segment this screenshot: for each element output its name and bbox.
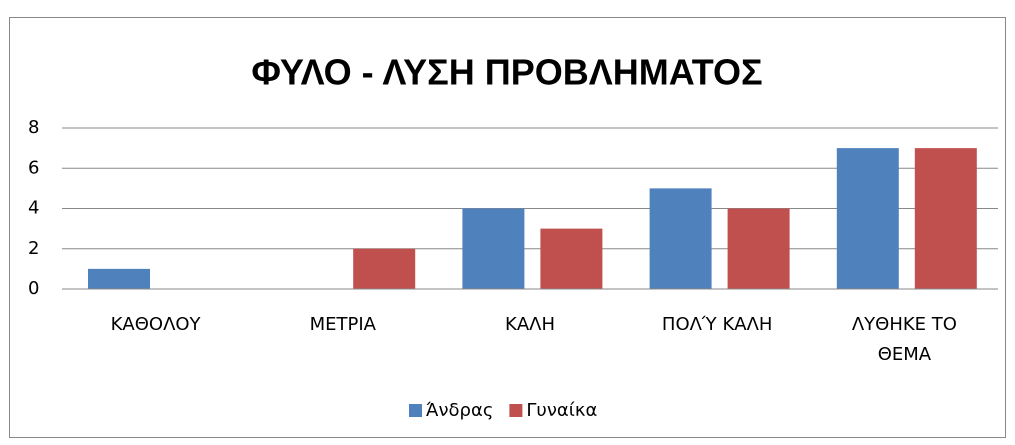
bar bbox=[836, 148, 899, 289]
bar bbox=[353, 248, 416, 289]
legend-swatch bbox=[409, 404, 422, 417]
y-tick-label: 4 bbox=[28, 198, 39, 219]
x-tick-label: ΜΕΤΡΙΑ bbox=[310, 314, 377, 335]
bar bbox=[914, 148, 977, 289]
x-tick-label: ΚΑΛΗ bbox=[505, 314, 555, 335]
y-tick-label: 0 bbox=[28, 278, 39, 299]
legend-label: Άνδρας bbox=[426, 400, 493, 421]
x-tick-label: ΚΑΘΟΛΟΥ bbox=[111, 314, 202, 335]
bar bbox=[649, 188, 712, 289]
chart-title: ΦΥΛΟ - ΛΥΣΗ ΠΡΟΒΛΗΜΑΤΟΣ bbox=[251, 52, 762, 93]
y-tick-label: 6 bbox=[28, 157, 39, 178]
bar bbox=[88, 268, 150, 289]
x-tick-label: ΛΥΘΗΚΕ ΤΟ ΘΕΜΑ bbox=[852, 314, 957, 365]
legend-swatch bbox=[509, 404, 523, 417]
bar bbox=[540, 228, 603, 289]
legend-label: Γυναίκα bbox=[526, 400, 597, 421]
y-tick-label: 8 bbox=[28, 117, 39, 138]
x-tick-label: ΠΟΛΎ ΚΑΛΗ bbox=[662, 314, 773, 335]
bar bbox=[727, 208, 790, 289]
bar bbox=[462, 208, 525, 289]
y-tick-label: 2 bbox=[28, 238, 39, 259]
